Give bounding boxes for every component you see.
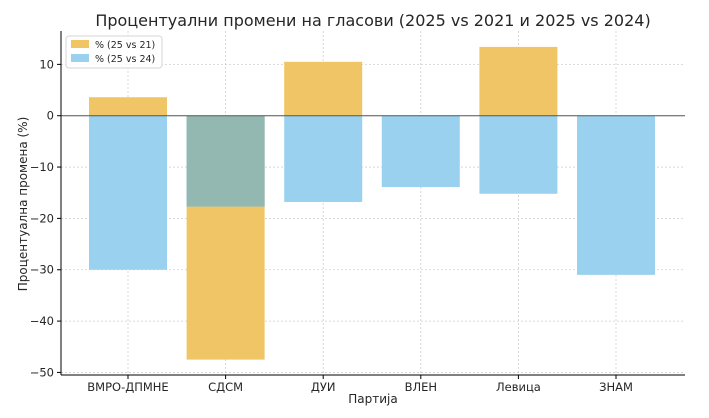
bar-s2-0 [89,115,167,270]
legend-label-1: % (25 vs 24) [95,54,155,65]
y-tick-label-6: −50 [30,365,54,379]
x-tick-label-5: ЗНАМ [599,380,633,394]
y-tick-label-2: −10 [30,160,54,174]
x-axis-label: Партија [348,392,397,406]
bars [89,46,655,360]
tick-labels: 10 0 −10 −20 −30 −40 −50 ВМРО-ДПМНЕ СДСМ ДУИ ВЛЕН Л… [30,57,633,394]
legend: % (25 vs 21) % (25 vs 24) [65,35,163,69]
bar-s2-4 [479,115,558,194]
legend-label-0: % (25 vs 21) [95,40,155,51]
y-axis-label: Процентуална промена (%) [16,117,30,292]
bar-overlap-1 [186,115,265,207]
y-tick-label-5: −40 [30,314,54,328]
bar-s1-0 [89,97,167,116]
bar-s1-4 [479,46,558,116]
bar-s2-3 [381,115,460,188]
x-tick-label-1: СДСМ [208,380,243,394]
bar-s2-2 [284,115,363,202]
y-tick-label-4: −30 [30,263,54,277]
axes [57,31,685,379]
bar-s2-5 [577,115,655,275]
x-tick-label-2: ДУИ [311,380,336,394]
y-tick-label-1: 0 [47,109,54,123]
y-tick-label-0: 10 [39,57,54,71]
bar-s1-2 [284,61,363,116]
x-tick-label-3: ВЛЕН [405,380,437,394]
x-tick-label-0: ВМРО-ДПМНЕ [87,380,168,394]
legend-box [65,35,163,69]
chart-title: Процентуални промени на гласови (2025 vs… [95,11,650,30]
legend-swatch-1 [71,54,89,62]
x-tick-label-4: Левица [496,380,541,394]
y-tick-label-3: −20 [30,211,54,225]
legend-swatch-0 [71,40,89,48]
